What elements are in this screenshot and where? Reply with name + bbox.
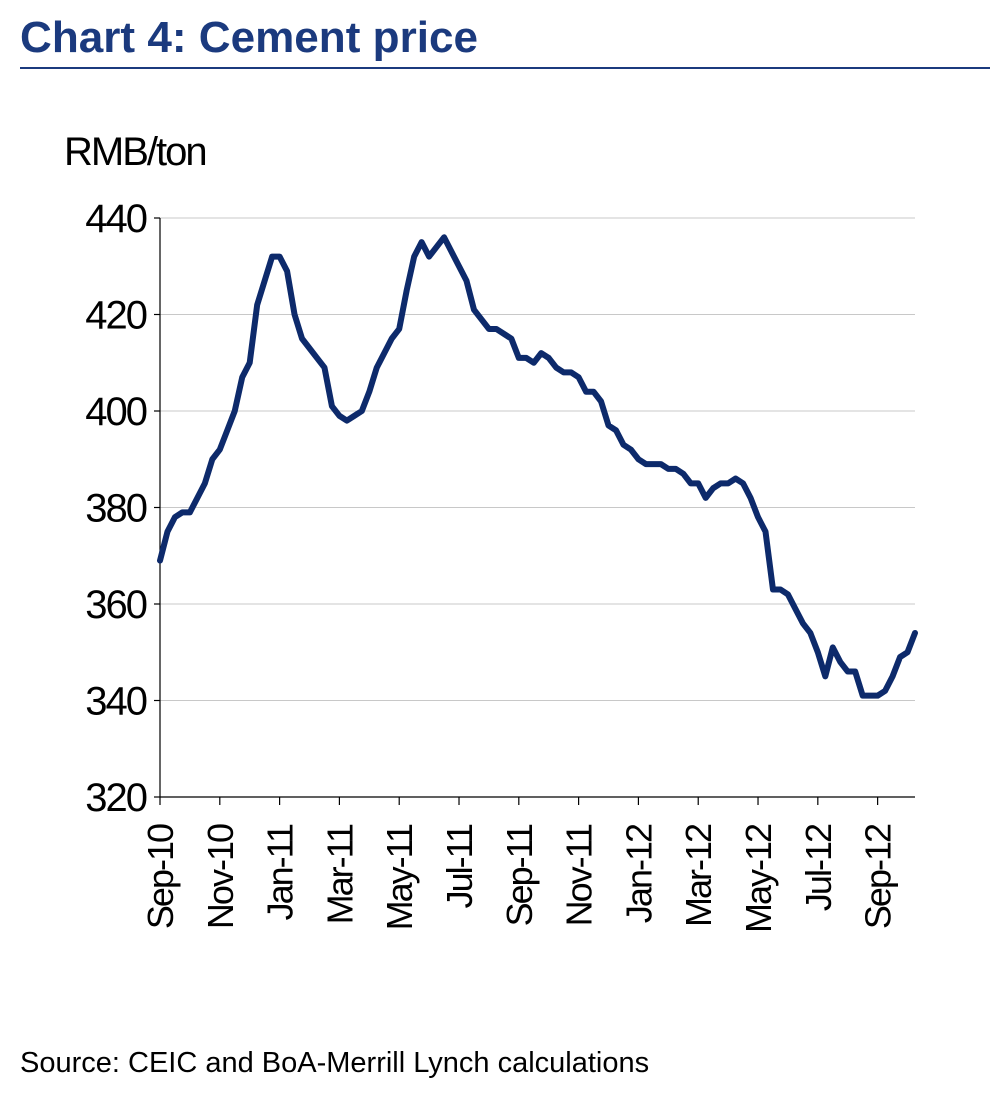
source-note: Source: CEIC and BoA-Merrill Lynch calcu… [20,1047,649,1079]
chart-title: Chart 4: Cement price [20,13,478,62]
x-tick-label: Mar-11 [319,824,360,924]
x-tick-label: Mar-12 [678,824,719,927]
x-tick-label: Nov-10 [200,824,241,929]
x-tick-label: Sep-12 [858,824,899,929]
y-axis-label: RMB/ton [64,130,206,174]
y-tick-label: 380 [85,487,146,531]
x-tick-label: Jan-11 [260,824,301,920]
y-tick-label: 320 [85,776,146,820]
y-tick-label: 400 [85,390,146,434]
x-tick-label: Jul-12 [798,824,839,911]
x-tick-label: Jan-12 [618,824,659,923]
x-tick-label: Nov-11 [559,824,600,926]
x-tick-label: Jul-11 [439,824,480,908]
x-tick-label: May-12 [738,824,779,933]
y-tick-label: 440 [85,197,146,241]
y-tick-label: 340 [85,680,146,724]
data-line [157,234,918,699]
x-tick-label: Sep-11 [499,824,540,926]
x-tick-label: Sep-10 [140,824,181,929]
y-tick-label: 360 [85,583,146,627]
y-tick-label: 420 [85,294,146,338]
x-tick-label: May-11 [379,824,420,930]
